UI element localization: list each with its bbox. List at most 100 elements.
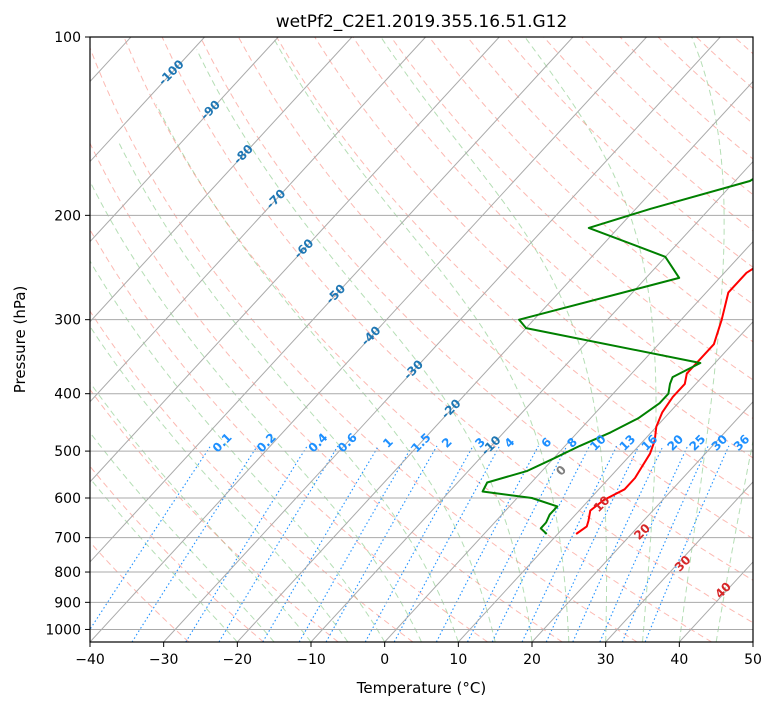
mixing-ratio-line [262, 445, 380, 642]
moist-adiabats [90, 37, 753, 642]
mixing-ratio-lines [90, 445, 730, 642]
mixing-ratio-line [599, 445, 689, 642]
isotherm-line [90, 37, 426, 403]
isotherm-line [90, 37, 279, 243]
dry-adiabat-line [90, 228, 488, 642]
y-tick-label: 800 [54, 565, 81, 581]
mixing-ratio-line [467, 445, 568, 642]
moist-adiabat-line [196, 49, 533, 642]
x-tick-label: −40 [75, 652, 105, 668]
mixing-ratio-line [521, 445, 618, 642]
line-labels: -100-90-80-70-60-50-40-30-20-100.1 0.2 0.4… [156, 57, 753, 601]
moist-adiabat-line [155, 104, 496, 642]
wet-bulb-label: 40 [712, 579, 734, 601]
dry-adiabat-line [90, 46, 638, 642]
mixing-ratio-line [185, 445, 308, 642]
mixing-ratio-line [491, 445, 590, 642]
moist-adiabat-line [524, 37, 657, 642]
mixing-ratio-line [644, 445, 730, 642]
temperature-line [575, 267, 753, 535]
moist-adiabat-line [272, 37, 570, 642]
isobar-grid [90, 37, 753, 630]
moist-adiabat-line [90, 325, 349, 642]
mixing-ratio-label: 2 [439, 435, 455, 451]
mixing-ratio-line [364, 445, 474, 642]
moist-adiabat-line [90, 260, 386, 642]
isotherm-line [678, 561, 753, 642]
x-tick-label: −20 [223, 652, 253, 668]
y-tick-label: 900 [54, 595, 81, 611]
moist-adiabat-line [380, 37, 608, 642]
dry-adiabat-line [199, 37, 753, 581]
dry-adiabat-line [90, 465, 264, 642]
isotherm-line [752, 641, 753, 642]
moist-adiabat-line [715, 438, 753, 642]
dry-adiabat-line [505, 37, 753, 268]
x-tick-label: 30 [597, 652, 615, 668]
isotherm-line [90, 37, 574, 563]
mixing-ratio-label: 36 [731, 432, 753, 454]
mixing-ratio-line [131, 445, 258, 642]
mixing-ratio-label: 8 [564, 435, 580, 451]
moist-adiabat-line [90, 381, 312, 642]
mixing-ratio-line [621, 445, 709, 642]
mixing-ratio-line [325, 445, 438, 642]
dry-adiabat-line [428, 37, 753, 343]
isotherm-line [531, 401, 753, 642]
x-tick-label: 20 [523, 652, 541, 668]
y-axis-ticks: 100 200 300 400 500 600 700 800 900 1000 [45, 30, 90, 638]
isotherm-line [90, 37, 500, 483]
moist-adiabat-line [678, 37, 725, 642]
moist-adiabat-line [90, 431, 275, 642]
y-tick-label: 300 [54, 313, 81, 329]
mixing-ratio-line [572, 445, 664, 642]
isotherm-line [236, 80, 753, 642]
mixing-ratio-label: 6 [538, 435, 554, 451]
x-tick-label: 0 [380, 652, 389, 668]
isotherm-lines [90, 37, 753, 642]
isotherm-line [90, 37, 353, 323]
wet-bulb-label: 0 [553, 463, 569, 479]
x-tick-label: 50 [744, 652, 762, 668]
y-tick-label: 1000 [45, 622, 81, 638]
x-tick-label: 10 [449, 652, 467, 668]
isotherm-line [90, 37, 647, 642]
y-tick-label: 600 [54, 491, 81, 507]
mixing-ratio-label: 1 [380, 435, 396, 451]
dry-adiabat-line [237, 37, 753, 540]
dry-adiabat-line [695, 37, 753, 90]
dry-adiabat-line [123, 37, 712, 642]
dry-adiabat-line [161, 37, 753, 624]
x-axis-ticks: −40 −30 −20 −10 0 10 20 30 40 50 [75, 642, 762, 668]
mixing-ratio-line [90, 445, 212, 631]
dry-adiabat-line [90, 541, 190, 642]
dry-adiabat-line [352, 37, 753, 420]
isotherm-line [90, 37, 205, 163]
dry-adiabat-line [581, 37, 753, 196]
mixing-ratio-label: 16 [639, 432, 661, 454]
dry-adiabat-line [734, 37, 753, 55]
dry-adiabats [90, 37, 753, 642]
isotherm-line [163, 37, 721, 642]
plot-area: -100-90-80-70-60-50-40-30-20-100.1 0.2 0.4… [90, 37, 753, 642]
dry-adiabat-line [90, 142, 563, 642]
y-axis-title: Pressure (hPa) [11, 286, 29, 394]
dry-adiabat-line [90, 388, 339, 642]
mixing-ratio-label: 20 [664, 432, 686, 454]
y-tick-label: 700 [54, 531, 81, 547]
x-tick-label: −30 [149, 652, 179, 668]
plot-frame [89, 36, 754, 643]
isotherm-line [310, 160, 753, 642]
chart-title: wetPf2_C2E1.2019.355.16.51.G12 [276, 12, 568, 32]
x-tick-label: 40 [670, 652, 688, 668]
y-tick-label: 400 [54, 387, 81, 403]
mixing-ratio-label: 4 [502, 435, 518, 451]
y-tick-label: 100 [54, 30, 81, 46]
x-axis-title: Temperature (°C) [356, 679, 486, 697]
mixing-ratio-line [298, 445, 413, 642]
isotherm-line [605, 481, 753, 642]
dry-adiabat-line [276, 37, 753, 499]
isotherm-line [384, 240, 753, 642]
dry-adiabat-line [466, 37, 753, 305]
